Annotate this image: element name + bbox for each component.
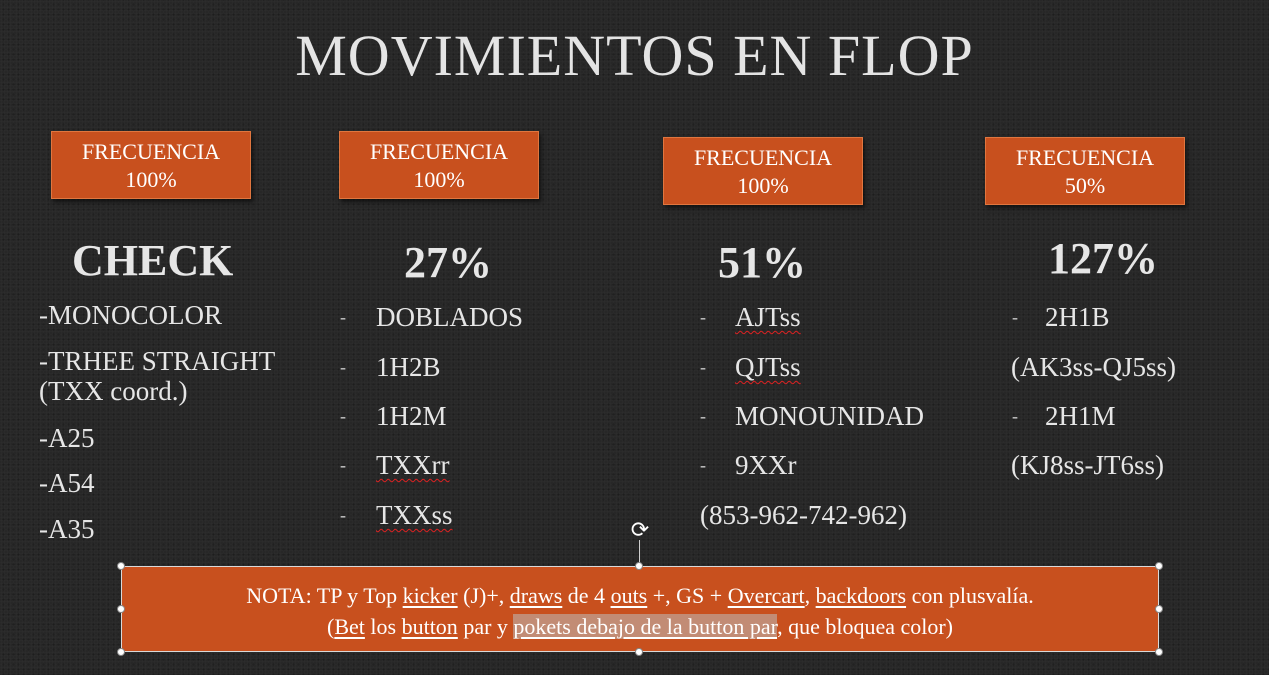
bullet-dash: - xyxy=(700,307,706,327)
note-text: (J)+, xyxy=(457,583,510,608)
list-item[interactable]: -MONOCOLOR xyxy=(39,300,223,330)
frequency-value: 100% xyxy=(737,173,789,198)
bullet-dash: - xyxy=(340,406,346,426)
list-item[interactable]: -TRHEE STRAIGHT xyxy=(39,346,276,376)
note-text: , xyxy=(804,583,816,608)
column-heading-127[interactable]: 127% xyxy=(1048,234,1158,283)
list-item[interactable]: TXXss xyxy=(376,500,453,530)
slide-title[interactable]: MOVIMIENTOS EN FLOP xyxy=(295,23,974,88)
column-heading-27[interactable]: 27% xyxy=(404,238,492,287)
note-line-1: NOTA: TP y Top kicker (J)+, draws de 4 o… xyxy=(122,580,1158,611)
note-text: ( xyxy=(327,614,335,639)
bullet-dash: - xyxy=(1012,307,1018,327)
note-text: NOTA: TP y Top xyxy=(246,583,403,608)
list-item[interactable]: 2H1B xyxy=(1045,302,1110,332)
bullet-dash: - xyxy=(1012,406,1018,426)
frequency-box-2[interactable]: FRECUENCIA 100% xyxy=(339,131,539,199)
note-text: kicker xyxy=(402,583,458,608)
frequency-box-4[interactable]: FRECUENCIA 50% xyxy=(985,137,1185,205)
bullet-dash: - xyxy=(700,406,706,426)
frequency-value: 100% xyxy=(413,167,465,192)
column-heading-51[interactable]: 51% xyxy=(718,238,806,287)
resize-handle-bottom-right[interactable] xyxy=(1155,648,1163,656)
note-text: +, GS + xyxy=(647,583,728,608)
rotate-handle-stem xyxy=(639,540,640,564)
list-item[interactable]: 2H1M xyxy=(1045,401,1116,431)
bullet-dash: - xyxy=(340,505,346,525)
frequency-value: 50% xyxy=(1064,173,1106,198)
frequency-label: FRECUENCIA xyxy=(1015,145,1155,170)
note-text: button xyxy=(401,614,458,639)
list-item[interactable]: 1H2M xyxy=(376,401,447,431)
list-item[interactable]: DOBLADOS xyxy=(376,302,524,332)
list-item[interactable]: MONOUNIDAD xyxy=(735,401,924,431)
resize-handle-bottom[interactable] xyxy=(635,648,643,656)
list-item[interactable]: -A25 xyxy=(39,423,95,453)
list-item[interactable]: (KJ8ss-JT6ss) xyxy=(1011,450,1165,480)
list-item[interactable]: (853-962-742-962) xyxy=(700,500,907,530)
list-item[interactable]: QJTss xyxy=(735,352,801,382)
frequency-value: 100% xyxy=(125,167,177,192)
note-text: outs xyxy=(610,583,648,608)
bullet-dash: - xyxy=(700,455,706,475)
list-item[interactable]: 9XXr xyxy=(735,450,797,480)
list-item[interactable]: -A54 xyxy=(39,468,95,498)
list-item[interactable]: -A35 xyxy=(39,514,95,544)
note-line-2: (Bet los button par y pokets debajo de l… xyxy=(122,611,1158,642)
note-selected-text[interactable]: pokets debajo de la button par xyxy=(513,614,778,639)
frequency-box-1[interactable]: FRECUENCIA 100% xyxy=(51,131,251,199)
bullet-dash: - xyxy=(340,307,346,327)
frequency-label: FRECUENCIA xyxy=(369,139,509,164)
list-item[interactable]: (AK3ss-QJ5ss) xyxy=(1011,352,1177,382)
note-text: con plusvalía. xyxy=(906,583,1034,608)
list-item[interactable]: 1H2B xyxy=(376,352,441,382)
column-heading-check[interactable]: CHECK xyxy=(72,236,234,285)
list-item[interactable]: (TXX coord.) xyxy=(39,376,188,406)
resize-handle-right[interactable] xyxy=(1155,605,1163,613)
frequency-box-3[interactable]: FRECUENCIA 100% xyxy=(663,137,863,205)
resize-handle-left[interactable] xyxy=(117,605,125,613)
list-item[interactable]: TXXrr xyxy=(376,450,450,480)
list-item[interactable]: AJTss xyxy=(735,302,801,332)
resize-handle-top-left[interactable] xyxy=(117,562,125,570)
resize-handle-top[interactable] xyxy=(635,562,643,570)
bullet-dash: - xyxy=(700,357,706,377)
note-text: par y xyxy=(457,614,514,639)
note-text: Bet xyxy=(334,614,365,639)
rotate-icon[interactable]: ⟳ xyxy=(630,518,650,543)
note-text: Overcart xyxy=(727,583,805,608)
frequency-label: FRECUENCIA xyxy=(81,139,221,164)
resize-handle-bottom-left[interactable] xyxy=(117,648,125,656)
note-text: de 4 xyxy=(562,583,611,608)
frequency-label: FRECUENCIA xyxy=(693,145,833,170)
bullet-dash: - xyxy=(340,455,346,475)
note-box[interactable]: NOTA: TP y Top kicker (J)+, draws de 4 o… xyxy=(121,566,1159,652)
note-text: los xyxy=(364,614,402,639)
note-text: draws xyxy=(509,583,563,608)
note-text: backdoors xyxy=(815,583,907,608)
bullet-dash: - xyxy=(340,357,346,377)
note-text: , que bloquea color) xyxy=(777,614,953,639)
resize-handle-top-right[interactable] xyxy=(1155,562,1163,570)
